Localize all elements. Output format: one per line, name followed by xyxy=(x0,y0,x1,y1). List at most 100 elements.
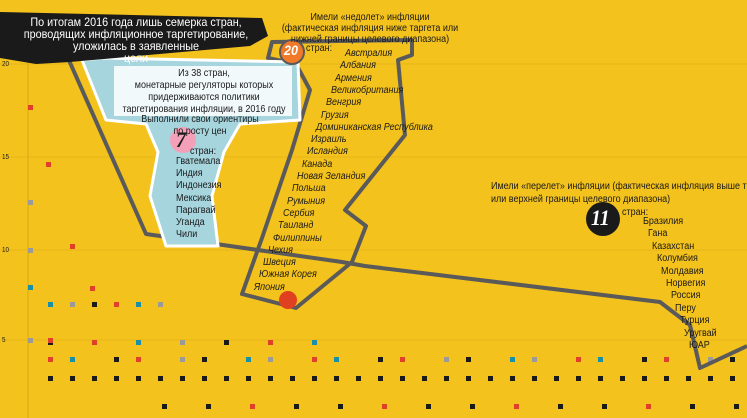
square xyxy=(312,376,317,381)
country: Южная Корея xyxy=(258,269,317,281)
square xyxy=(206,404,211,409)
square xyxy=(202,357,207,362)
undershoot-title-line: Имели «недолет» инфляции xyxy=(310,12,430,23)
country: Польша xyxy=(292,183,326,195)
square xyxy=(114,376,119,381)
square xyxy=(180,376,185,381)
country: Израиль xyxy=(311,134,347,146)
square xyxy=(338,404,343,409)
square xyxy=(114,357,119,362)
country: Гана xyxy=(647,228,667,240)
square xyxy=(246,376,251,381)
square xyxy=(444,357,449,362)
square xyxy=(576,357,581,362)
country: Чехия xyxy=(268,244,294,256)
country: Исландия xyxy=(306,146,348,158)
country: Румыния xyxy=(287,195,326,207)
country: Молдавия xyxy=(661,265,704,277)
undershoot-title-line: (фактическая инфляция ниже таргета или xyxy=(281,23,459,34)
title-line: цели xyxy=(123,51,149,65)
square xyxy=(48,302,53,307)
country: Грузия xyxy=(321,109,349,121)
square xyxy=(734,404,739,409)
axis-label: 15 xyxy=(2,154,10,161)
country: Парагвай xyxy=(176,204,216,216)
country: ЮАР xyxy=(689,340,710,351)
title-banner xyxy=(0,12,268,64)
country: Колумбия xyxy=(656,253,698,265)
square xyxy=(514,404,519,409)
square xyxy=(510,357,515,362)
axis-label: 20 xyxy=(2,61,10,68)
country: Венгрия xyxy=(325,97,362,109)
japan-dot xyxy=(279,291,297,309)
country: Сербия xyxy=(282,207,314,219)
square xyxy=(70,244,75,249)
square xyxy=(224,376,229,381)
intro-box xyxy=(114,66,292,116)
country: Армения xyxy=(335,72,373,84)
undershoot-badge xyxy=(279,39,305,65)
square xyxy=(602,404,607,409)
square xyxy=(466,376,471,381)
square xyxy=(136,357,141,362)
title-line: проводящих инфляционное таргетирование, xyxy=(23,27,249,41)
square xyxy=(92,340,97,345)
square xyxy=(136,340,141,345)
intro-line: придерживаются политики xyxy=(148,92,260,103)
square xyxy=(114,302,119,307)
square xyxy=(48,338,53,343)
square xyxy=(312,357,317,362)
country: Индия xyxy=(176,168,203,180)
square xyxy=(268,340,273,345)
square xyxy=(224,340,229,345)
square xyxy=(48,357,53,362)
square xyxy=(158,376,163,381)
undershoot-title-line: нижней границы целевого диапазона) xyxy=(290,34,450,45)
country: Мексика xyxy=(176,192,212,204)
square xyxy=(444,376,449,381)
square xyxy=(730,376,735,381)
square xyxy=(250,404,255,409)
square xyxy=(28,200,33,205)
square xyxy=(730,357,735,362)
square xyxy=(46,162,51,167)
country: Албания xyxy=(340,60,377,72)
unit: стран: xyxy=(622,207,649,218)
country: Уганда xyxy=(176,217,205,228)
square xyxy=(136,302,141,307)
square xyxy=(400,376,405,381)
count: 7 xyxy=(176,127,186,152)
unit: стран: xyxy=(306,43,333,54)
square xyxy=(28,285,33,290)
square xyxy=(510,376,515,381)
square xyxy=(356,376,361,381)
axis-label: 5 xyxy=(2,337,6,344)
axis-label: 10 xyxy=(2,247,10,254)
square xyxy=(532,376,537,381)
square xyxy=(90,286,95,291)
square xyxy=(708,357,713,362)
country: Турция xyxy=(679,315,710,327)
square xyxy=(202,376,207,381)
square xyxy=(92,302,97,307)
square xyxy=(598,357,603,362)
country: Япония xyxy=(253,281,285,293)
country: Новая Зеландия xyxy=(297,171,366,182)
squares xyxy=(28,105,739,409)
square xyxy=(268,376,273,381)
square xyxy=(334,376,339,381)
country: Австралия xyxy=(345,48,393,59)
intro-line: монетарные регуляторы которых xyxy=(134,80,274,91)
country: Норвегия xyxy=(666,278,706,289)
square xyxy=(70,376,75,381)
square xyxy=(28,105,33,110)
square xyxy=(708,376,713,381)
square xyxy=(48,376,53,381)
square xyxy=(28,248,33,253)
subtitle-line: по росту цен xyxy=(173,126,227,137)
country: Канада xyxy=(301,158,333,170)
square xyxy=(426,404,431,409)
